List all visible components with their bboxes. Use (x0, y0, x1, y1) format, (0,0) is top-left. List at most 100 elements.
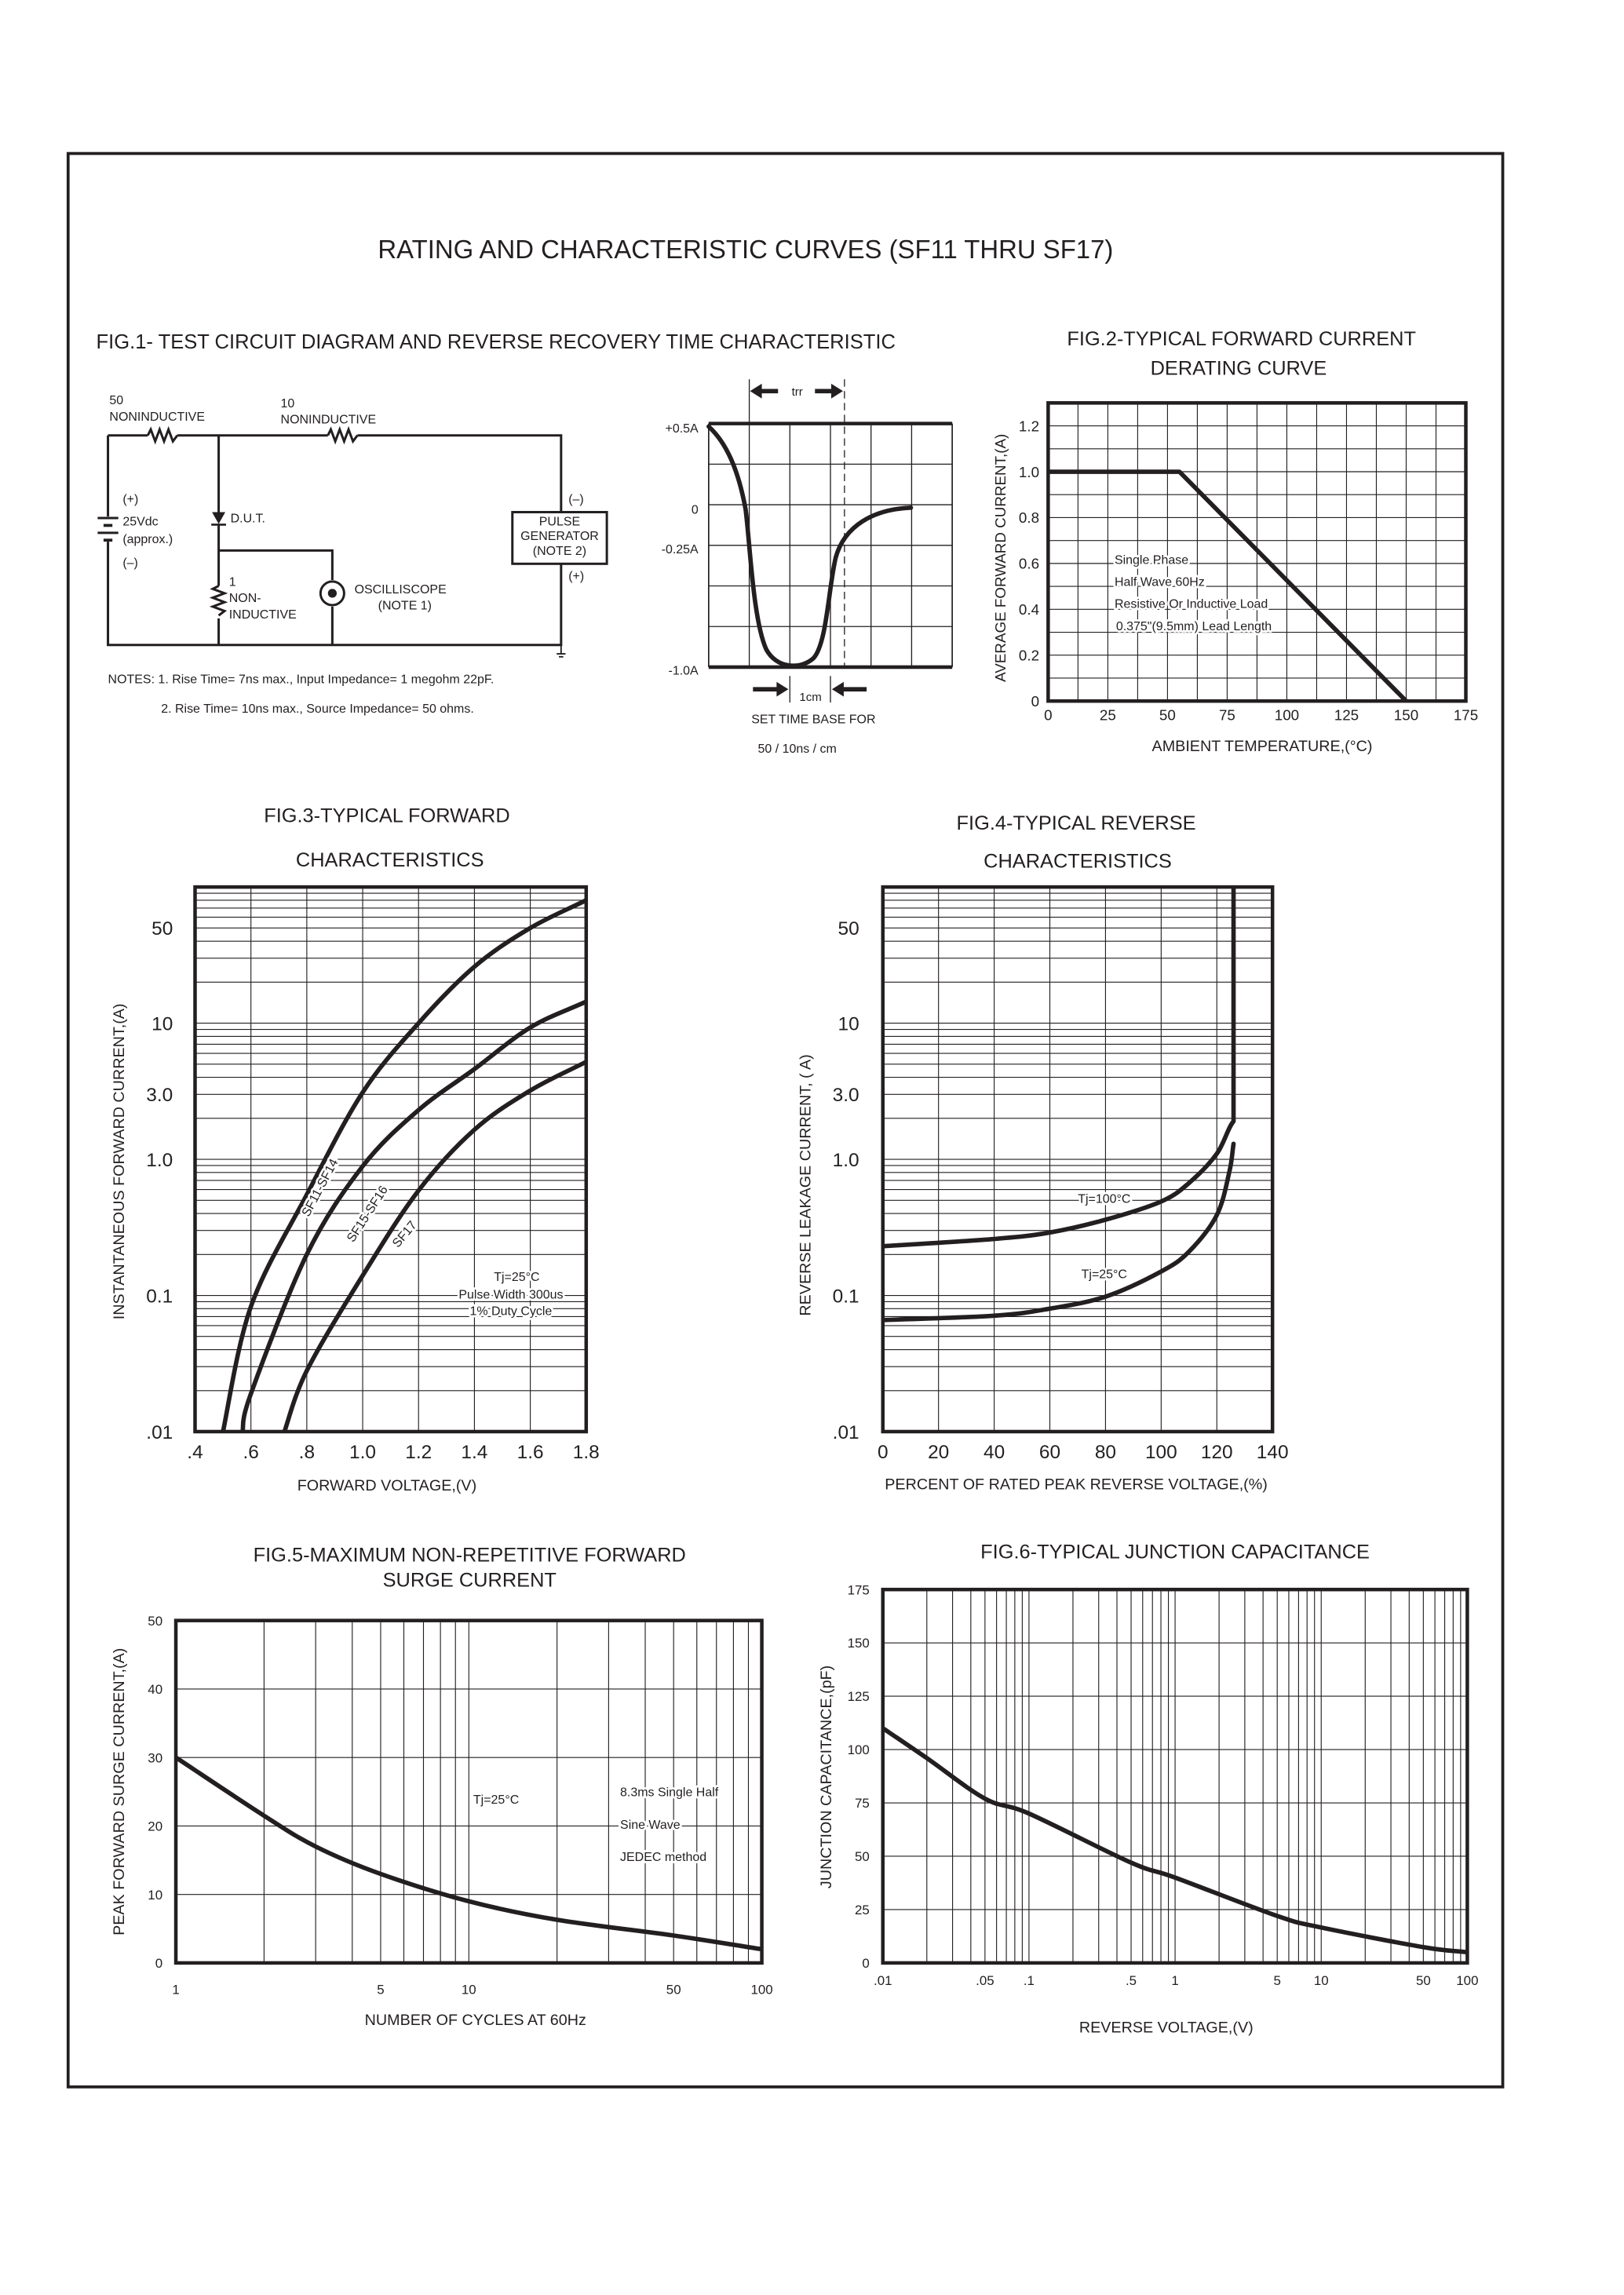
scale-arrow-right-icon (753, 681, 789, 697)
resistor-1-icon (209, 585, 228, 617)
y-tick-label: 1.0 (146, 1150, 173, 1171)
battery-minus: (–) (122, 556, 138, 570)
plot-frame (193, 885, 589, 1434)
y-tick-label: 75 (855, 1796, 870, 1811)
battery-approx: (approx.) (122, 533, 173, 546)
wave-y-label: +0.5A (666, 422, 699, 436)
x-tick-label: 125 (1334, 707, 1359, 724)
annotation: Resistive Or Inductive Load (1115, 598, 1268, 611)
annotation: 0.375"(9.5mm) Lead Length (1116, 620, 1272, 633)
x-tick-label: 150 (1394, 707, 1418, 724)
fig5-surge-current-chart: FIG.5-MAXIMUM NON-REPETITIVE FORWARD SUR… (111, 1544, 772, 2028)
y-tick-label: 1.2 (1019, 418, 1039, 434)
fig1-waveform: trr +0.5A 0 -0.25A -1.0A 1cm SET TIME BA… (662, 379, 953, 756)
circuit-wires (107, 434, 563, 647)
y-tick-label: 10 (838, 1013, 859, 1034)
y-tick-label: 10 (151, 1013, 173, 1034)
page-title: RATING AND CHARACTERISTIC CURVES (SF11 T… (378, 235, 1113, 264)
page-border (66, 151, 1505, 2089)
scale-label: 1cm (799, 691, 821, 704)
series-label: Tj=25°C (1082, 1268, 1127, 1281)
annotation: Single Phase (1115, 553, 1188, 567)
x-tick-label: 40 (984, 1442, 1005, 1463)
x-tick-label: 5 (1273, 1973, 1280, 1988)
time-base-label-1: SET TIME BASE FOR (751, 713, 875, 726)
y-tick-label: 3.0 (146, 1085, 173, 1106)
x-tick-label: 50 (1159, 707, 1176, 724)
y-tick-label: 30 (148, 1750, 162, 1765)
x-tick-label: 50 (1416, 1973, 1431, 1988)
y-tick-label: 0 (862, 1956, 869, 1971)
r2-value: 10 (281, 397, 295, 410)
x-tick-label: .1 (1024, 1973, 1035, 1988)
y-tick-label: 25 (855, 1903, 870, 1917)
series-line-2 (882, 1141, 1236, 1323)
y-axis-label: INSTANTANEOUS FORWARD CURRENT,(A) (111, 1003, 128, 1319)
x-tick-label: 120 (1201, 1442, 1233, 1463)
chart-title: FIG.4-TYPICAL REVERSE (957, 812, 1196, 834)
ground-icon (557, 644, 566, 658)
x-axis-label: REVERSE VOLTAGE,(V) (1079, 2019, 1254, 2036)
x-tick-label: 1.0 (349, 1442, 376, 1463)
r2-type: NONINDUCTIVE (281, 414, 377, 427)
y-tick-label: 10 (148, 1888, 162, 1903)
x-tick-label: 80 (1095, 1442, 1116, 1463)
fig6-junction-capacitance-chart: FIG.6-TYPICAL JUNCTION CAPACITANCE .01.0… (818, 1542, 1479, 2037)
x-tick-label: 100 (750, 1982, 772, 1997)
y-tick-label: 50 (151, 918, 173, 940)
series-group (882, 887, 1236, 1323)
annotation: JEDEC method (620, 1851, 706, 1864)
trr-arrow-right-icon (815, 383, 843, 399)
series-line-1 (882, 1726, 1468, 1955)
gen-label-1: PULSE (539, 515, 580, 528)
chart-title: DERATING CURVE (1151, 358, 1327, 380)
plot-area: .01 .05 .1 .5 1 5 10 50 100 0 25 50 75 100 125 150 175 (848, 1582, 1479, 1988)
x-tick-label: 1 (1171, 1973, 1178, 1988)
y-tick-label: 0.6 (1019, 556, 1039, 572)
battery-plus: (+) (122, 493, 138, 506)
chart-title: FIG.6-TYPICAL JUNCTION CAPACITANCE (980, 1542, 1370, 1563)
annotation: 8.3ms Single Half (620, 1786, 719, 1799)
fig2-derating-chart: FIG.2-TYPICAL FORWARD CURRENT DERATING C… (992, 328, 1478, 755)
series-label: Tj=100°C (1078, 1193, 1130, 1206)
chart-title: FIG.5-MAXIMUM NON-REPETITIVE FORWARD (254, 1544, 686, 1566)
x-tick-label: 140 (1257, 1442, 1289, 1463)
x-tick-label: 60 (1039, 1442, 1060, 1463)
gen-minus: (–) (568, 493, 584, 506)
pulse-generator-box (511, 510, 608, 565)
annotation: 1% Duty Cycle (470, 1304, 553, 1318)
plot-area: .4 .6 .8 1.0 1.2 1.4 1.6 1.8 .01 0.1 1.0 3.0 10 50 (146, 885, 600, 1463)
plot-frame (1046, 401, 1468, 703)
fig1-title: FIG.1- TEST CIRCUIT DIAGRAM AND REVERSE … (97, 331, 896, 353)
scope-label-2: (NOTE 1) (378, 600, 432, 613)
grid (176, 1620, 762, 1963)
x-tick-label: 5 (377, 1982, 384, 1997)
wave-y-label: -1.0A (669, 664, 699, 677)
x-axis-label: PERCENT OF RATED PEAK REVERSE VOLTAGE,(%… (885, 1476, 1268, 1493)
plot-frame (881, 885, 1275, 1434)
series-line-1 (176, 1755, 762, 1952)
battery-icon (97, 516, 119, 542)
battery-voltage: 25Vdc (122, 515, 158, 528)
grid (195, 887, 586, 1432)
grid (1048, 403, 1466, 702)
y-tick-label: 50 (855, 1849, 870, 1864)
r1-type: NONINDUCTIVE (109, 410, 205, 424)
y-tick-label: 0 (155, 1956, 162, 1971)
plot-area: 0 25 50 75 100 125 150 175 0 0.2 0.4 0.6 0.8 1.0 1.2 (1019, 401, 1478, 724)
grid (882, 887, 1273, 1432)
wave-y-label: 0 (692, 503, 699, 516)
chart-title: FIG.2-TYPICAL FORWARD CURRENT (1067, 328, 1416, 350)
y-tick-label: 20 (148, 1819, 162, 1834)
gen-label-3: (NOTE 2) (533, 545, 586, 558)
dut-label: D.U.T. (231, 513, 265, 526)
y-axis-label: PEAK FORWARD SURGE CURRENT,(A) (111, 1648, 128, 1936)
x-tick-label: 100 (1145, 1442, 1177, 1463)
x-axis-label: AMBIENT TEMPERATURE,(°C) (1152, 738, 1373, 755)
y-tick-label: 1.0 (1019, 464, 1039, 480)
y-axis-label: JUNCTION CAPACITANCE,(pF) (818, 1666, 835, 1888)
y-tick-label: 50 (838, 918, 859, 940)
wave-y-label: -0.25A (662, 543, 699, 556)
y-tick-label: 40 (148, 1682, 162, 1697)
x-tick-label: 0 (878, 1442, 889, 1463)
